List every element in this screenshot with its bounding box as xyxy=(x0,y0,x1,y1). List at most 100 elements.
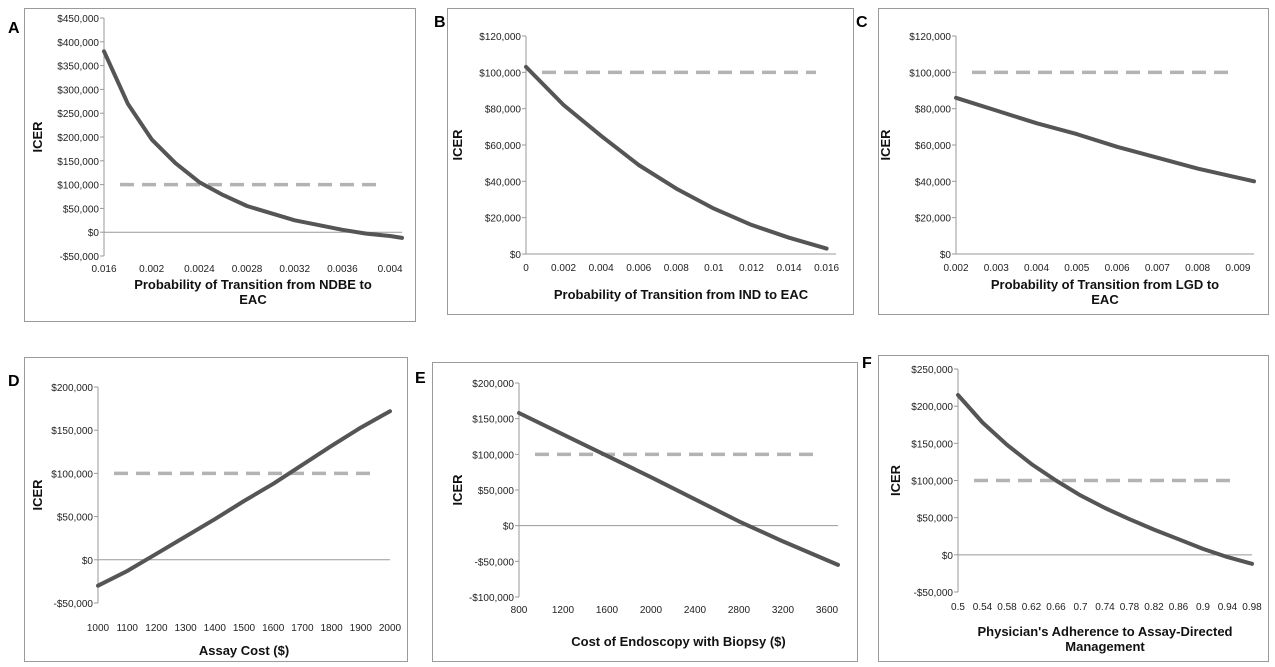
y-axis-label-b: ICER xyxy=(450,129,465,161)
x-tick-label-e: 3600 xyxy=(816,605,839,616)
y-tick-label-b: $20,000 xyxy=(485,214,522,225)
y-tick-label-e: $0 xyxy=(503,522,515,533)
y-tick-label-e: $100,000 xyxy=(472,450,514,461)
y-tick-label-e: $200,000 xyxy=(472,379,514,390)
x-tick-label-a: 0.002 xyxy=(139,264,164,275)
y-tick-label-a: $250,000 xyxy=(57,109,99,120)
y-tick-label-a: $450,000 xyxy=(57,14,99,25)
icer-curve-f xyxy=(956,393,1254,566)
x-axis-label-a: EAC xyxy=(239,292,267,307)
x-tick-label-a: 0.004 xyxy=(378,264,403,275)
x-tick-label-e: 3200 xyxy=(772,605,795,616)
x-tick-label-c: 0.002 xyxy=(943,263,968,274)
x-tick-label-c: 0.008 xyxy=(1185,263,1210,274)
y-tick-label-b: $0 xyxy=(510,250,522,261)
y-tick-label-e: -$50,000 xyxy=(475,557,515,568)
y-tick-label-e: $50,000 xyxy=(478,486,515,497)
x-tick-label-e: 800 xyxy=(511,605,528,616)
x-tick-label-d: 1000 xyxy=(87,623,110,634)
panel-f-frame xyxy=(878,355,1269,662)
x-tick-label-e: 2800 xyxy=(728,605,751,616)
panel-letter-f: F xyxy=(862,355,872,372)
y-axis-label-d: ICER xyxy=(30,479,45,511)
x-tick-label-f: 0.58 xyxy=(997,602,1017,613)
y-tick-label-c: $20,000 xyxy=(915,214,952,225)
x-tick-label-b: 0.008 xyxy=(664,263,689,274)
x-tick-label-f: 0.82 xyxy=(1144,602,1164,613)
icer-curve-b xyxy=(524,64,829,251)
y-axis-label-c: ICER xyxy=(878,129,893,161)
x-tick-label-e: 2400 xyxy=(684,605,707,616)
x-axis-label-a: Probability of Transition from NDBE to xyxy=(134,277,372,292)
x-tick-label-d: 1600 xyxy=(262,623,285,634)
y-tick-label-d: $150,000 xyxy=(51,426,93,437)
x-tick-label-f: 0.62 xyxy=(1022,602,1042,613)
y-tick-label-f: $150,000 xyxy=(911,439,953,450)
x-tick-label-b: 0.002 xyxy=(551,263,576,274)
x-tick-label-c: 0.003 xyxy=(984,263,1009,274)
x-axis-label-f: Physician's Adherence to Assay-Directed xyxy=(977,624,1232,639)
y-tick-label-f: $250,000 xyxy=(911,365,953,376)
y-tick-label-d: $200,000 xyxy=(51,383,93,394)
x-tick-label-b: 0.01 xyxy=(704,263,724,274)
x-tick-label-d: 1300 xyxy=(174,623,197,634)
y-tick-label-a: $350,000 xyxy=(57,62,99,73)
x-tick-label-a: 0.0024 xyxy=(184,264,215,275)
y-tick-label-e: -$100,000 xyxy=(469,593,514,604)
panel-letter-a: A xyxy=(8,20,20,37)
y-tick-label-b: $40,000 xyxy=(485,177,522,188)
x-tick-label-e: 1600 xyxy=(596,605,619,616)
x-tick-label-f: 0.94 xyxy=(1218,602,1238,613)
y-tick-label-e: $150,000 xyxy=(472,415,514,426)
y-tick-label-c: $80,000 xyxy=(915,105,952,116)
y-axis-label-a: ICER xyxy=(30,121,45,153)
panel-letter-b: B xyxy=(434,14,446,31)
y-tick-label-c: $60,000 xyxy=(915,141,952,152)
panel-a-frame xyxy=(24,8,416,322)
panel-letter-d: D xyxy=(8,373,20,390)
y-tick-label-f: $200,000 xyxy=(911,402,953,413)
x-axis-label-d: Assay Cost ($) xyxy=(199,643,289,658)
y-tick-label-a: $50,000 xyxy=(63,204,100,215)
x-tick-label-f: 0.86 xyxy=(1169,602,1189,613)
x-tick-label-f: 0.7 xyxy=(1074,602,1088,613)
x-tick-label-f: 0.66 xyxy=(1046,602,1066,613)
y-tick-label-f: -$50,000 xyxy=(914,588,954,599)
y-tick-label-f: $100,000 xyxy=(911,477,953,488)
x-tick-label-f: 0.74 xyxy=(1095,602,1115,613)
x-tick-label-d: 1100 xyxy=(116,623,138,634)
y-axis-label-e: ICER xyxy=(450,474,465,506)
x-tick-label-d: 1800 xyxy=(320,623,343,634)
x-tick-label-e: 2000 xyxy=(640,605,663,616)
y-tick-label-c: $100,000 xyxy=(909,68,951,79)
y-tick-label-f: $50,000 xyxy=(917,514,954,525)
x-tick-label-d: 1500 xyxy=(233,623,256,634)
x-tick-label-f: 0.78 xyxy=(1120,602,1140,613)
icer-curve-c xyxy=(954,95,1256,184)
x-tick-label-f: 0.54 xyxy=(973,602,993,613)
x-tick-label-b: 0.014 xyxy=(777,263,802,274)
panel-c-frame xyxy=(878,8,1269,315)
x-tick-label-c: 0.005 xyxy=(1064,263,1089,274)
x-tick-label-a: 0.0036 xyxy=(327,264,358,275)
y-tick-label-d: $100,000 xyxy=(51,469,93,480)
x-tick-label-d: 1700 xyxy=(291,623,314,634)
x-axis-label-b: Probability of Transition from IND to EA… xyxy=(554,287,809,302)
x-tick-label-d: 1200 xyxy=(145,623,168,634)
x-axis-label-f: Management xyxy=(1065,639,1145,654)
panel-e-frame xyxy=(432,362,858,662)
y-tick-label-a: $400,000 xyxy=(57,38,99,49)
x-tick-label-a: 0.0032 xyxy=(279,264,310,275)
x-tick-label-b: 0 xyxy=(523,263,529,274)
x-tick-label-c: 0.009 xyxy=(1225,263,1250,274)
y-tick-label-d: $50,000 xyxy=(57,513,94,524)
y-tick-label-d: $0 xyxy=(82,556,94,567)
icer-curve-d xyxy=(96,409,392,588)
x-axis-label-c: Probability of Transition from LGD to xyxy=(991,277,1219,292)
x-axis-label-e: Cost of Endoscopy with Biopsy ($) xyxy=(571,634,786,649)
panel-letter-e: E xyxy=(415,370,426,387)
y-axis-label-f: ICER xyxy=(888,464,903,496)
y-tick-label-a: $200,000 xyxy=(57,133,99,144)
x-tick-label-c: 0.007 xyxy=(1145,263,1170,274)
panel-d-frame xyxy=(24,357,408,662)
